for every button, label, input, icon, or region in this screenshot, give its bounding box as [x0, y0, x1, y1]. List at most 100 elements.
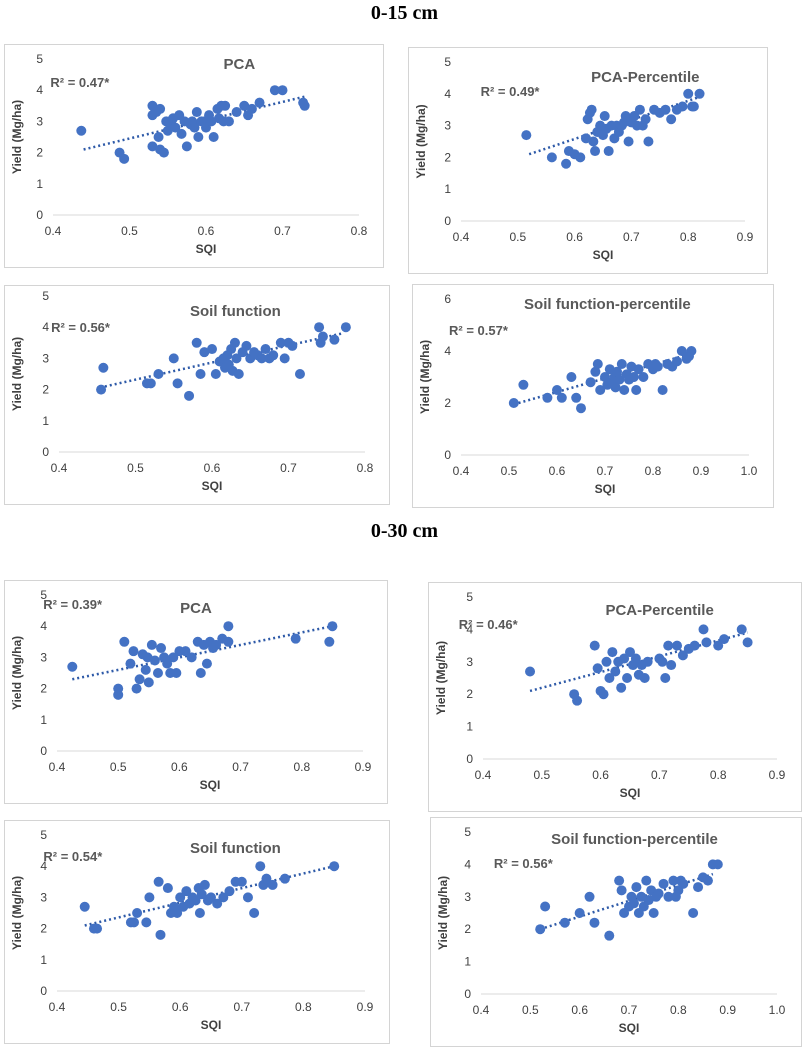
y-tick-label: 1 — [464, 955, 471, 969]
data-point — [92, 923, 103, 934]
data-point — [210, 369, 221, 379]
data-point — [628, 898, 639, 909]
data-point — [175, 892, 186, 903]
y-tick-label: 3 — [36, 114, 43, 128]
data-point — [576, 403, 586, 414]
x-axis-title: SQI — [595, 482, 616, 496]
data-point — [658, 878, 669, 889]
r-squared-label: R² = 0.56* — [51, 320, 111, 335]
data-point — [171, 668, 182, 678]
data-point — [678, 878, 689, 889]
data-point — [604, 673, 615, 683]
trend-line — [83, 95, 306, 151]
y-tick-label: 1 — [42, 414, 49, 428]
section-title-0-15: 0-15 cm — [370, 2, 439, 24]
data-point — [207, 344, 217, 355]
r-squared-label: R² = 0.39* — [43, 597, 103, 612]
data-point — [279, 353, 290, 364]
y-tick-label: 2 — [42, 383, 49, 397]
data-point — [657, 656, 668, 667]
x-tick-label: 0.5 — [110, 1000, 127, 1014]
data-point — [223, 116, 234, 127]
data-point — [152, 668, 163, 678]
chart-svg: 0 1 2 3 4 5 0.4 0.5 0.6 0.7 0.8 0.9 SQI Yield (Mg/ha)… — [414, 55, 754, 262]
x-tick-label: 0.8 — [295, 1000, 312, 1014]
data-point — [630, 653, 641, 664]
data-point — [688, 908, 699, 918]
data-point — [132, 908, 143, 918]
data-point — [616, 682, 627, 693]
data-point — [181, 886, 192, 897]
x-tick-label: 0.4 — [475, 768, 492, 782]
x-tick-label: 0.8 — [710, 768, 727, 782]
data-point — [170, 122, 181, 133]
y-axis-title: Yield (Mg/ha) — [10, 337, 24, 411]
data-point — [190, 895, 201, 906]
y-tick-label: 0 — [464, 987, 471, 1001]
x-tick-label: 0.5 — [509, 230, 526, 244]
y-tick-label: 4 — [42, 320, 49, 334]
data-point — [241, 340, 252, 351]
data-point — [147, 141, 158, 152]
data-point — [158, 147, 169, 158]
data-point — [640, 114, 651, 125]
y-tick-label: 5 — [36, 52, 43, 66]
chart-panel-0-30-pca-percentile: 0 1 2 3 4 5 0.4 0.5 0.6 0.7 0.8 0.9 SQI Yield (Mg/ha)… — [428, 582, 802, 812]
data-point — [603, 146, 614, 157]
x-tick-label: 0.5 — [110, 760, 127, 774]
y-tick-label: 4 — [40, 859, 47, 873]
y-tick-label: 4 — [444, 344, 451, 358]
chart-svg: 0 2 4 6 0.4 0.5 0.6 0.7 0.8 0.9 1.0 SQI Yield (Mg/ha… — [418, 292, 758, 496]
y-tick-label: 4 — [40, 619, 47, 633]
chart-panel-0-30-pca: 0 1 2 3 4 5 0.4 0.5 0.6 0.7 0.8 0.9 SQI Yield (Mg/ha)… — [4, 580, 388, 804]
data-point — [614, 374, 625, 385]
data-point — [628, 372, 639, 382]
data-point — [719, 634, 730, 645]
data-point — [742, 637, 753, 648]
y-tick-label: 4 — [36, 83, 43, 97]
data-point — [208, 132, 219, 142]
chart-panel-0-15-pca: 0 1 2 3 4 5 0.4 0.5 0.6 0.7 0.8 SQI Yield (Mg/ha) PCA… — [4, 44, 384, 268]
x-tick-label: 0.7 — [621, 1003, 638, 1017]
data-point — [585, 377, 596, 388]
data-point — [195, 668, 206, 678]
x-tick-label: 0.7 — [274, 224, 291, 238]
data-point — [584, 891, 595, 902]
y-tick-label: 2 — [466, 687, 473, 701]
data-point — [657, 385, 668, 395]
chart-title: Soil function — [190, 840, 281, 857]
data-point — [229, 337, 240, 348]
data-point — [162, 883, 173, 894]
data-point — [223, 636, 234, 647]
x-tick-label: 0.9 — [769, 768, 786, 782]
y-tick-label: 2 — [36, 146, 43, 160]
x-tick-label: 0.5 — [501, 464, 518, 478]
data-point — [113, 689, 124, 700]
data-point — [672, 356, 682, 367]
x-axis-title: SQI — [619, 1021, 640, 1035]
data-point — [294, 369, 305, 379]
data-point — [191, 337, 202, 348]
x-tick-label: 0.6 — [198, 224, 215, 238]
chart-title: PCA — [180, 600, 212, 617]
y-tick-label: 4 — [464, 857, 471, 871]
data-point — [269, 85, 280, 96]
data-point — [595, 385, 606, 395]
data-point — [79, 901, 90, 912]
data-point — [677, 101, 688, 112]
x-tick-label: 0.6 — [171, 760, 188, 774]
data-point — [156, 643, 167, 654]
data-point — [168, 353, 179, 364]
data-point — [604, 930, 615, 941]
x-tick-label: 0.6 — [571, 1003, 588, 1017]
y-tick-label: 3 — [466, 655, 473, 669]
x-tick-label: 1.0 — [741, 464, 758, 478]
data-point — [220, 100, 231, 111]
data-point — [196, 889, 207, 900]
x-tick-label: 0.9 — [355, 760, 372, 774]
trend-line — [72, 624, 333, 681]
data-point — [186, 652, 197, 663]
data-point — [327, 621, 338, 632]
r-squared-label: R² = 0.57* — [449, 323, 509, 338]
data-point — [686, 346, 697, 356]
